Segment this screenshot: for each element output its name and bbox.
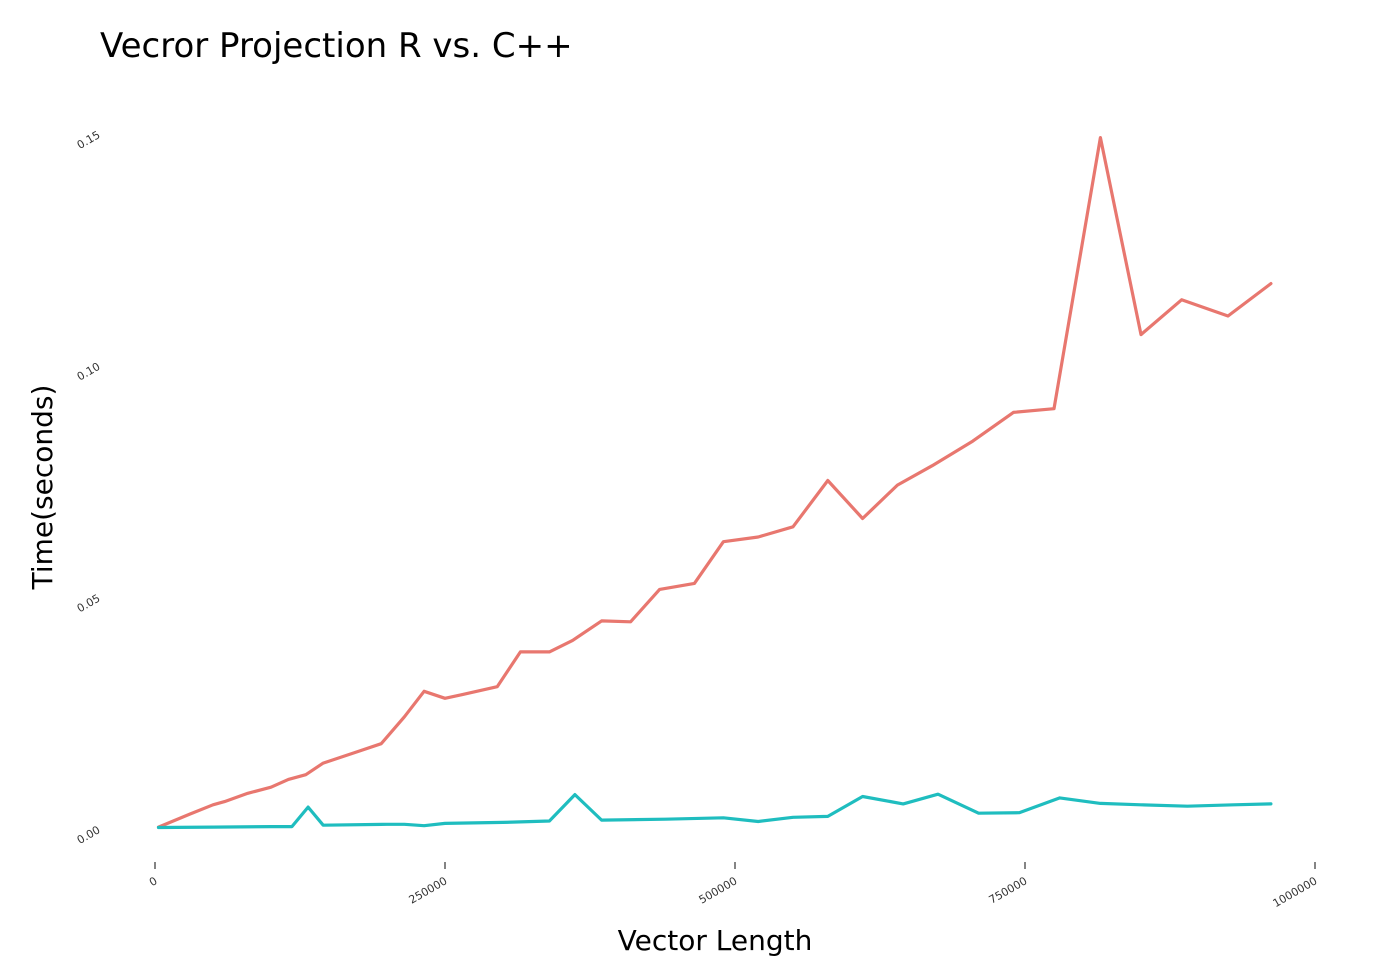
y-tick-label: 0.05 <box>75 592 103 616</box>
series-line-2 <box>156 792 1273 830</box>
series-line-1 <box>156 136 1273 829</box>
y-tick-label: 0.15 <box>75 128 103 152</box>
series-group <box>156 136 1273 830</box>
x-tick-label: 500000 <box>697 874 740 906</box>
y-axis-label: Time(seconds) <box>26 384 59 590</box>
x-tick-label: 250000 <box>407 874 450 906</box>
y-tick-label: 0.10 <box>75 360 103 384</box>
x-tick-label: 750000 <box>987 874 1030 906</box>
x-axis-label: Vector Length <box>617 924 813 957</box>
axes-group: 0 250000 500000 750000 1000000 0.00 0.05 0.10 0.… <box>75 128 1320 910</box>
y-tick-label: 0.00 <box>75 823 103 847</box>
x-tick-label: 1000000 <box>1271 874 1320 910</box>
x-tick-label: 0 <box>147 874 160 889</box>
chart-title: Vecror Projection R vs. C++ <box>100 26 573 66</box>
